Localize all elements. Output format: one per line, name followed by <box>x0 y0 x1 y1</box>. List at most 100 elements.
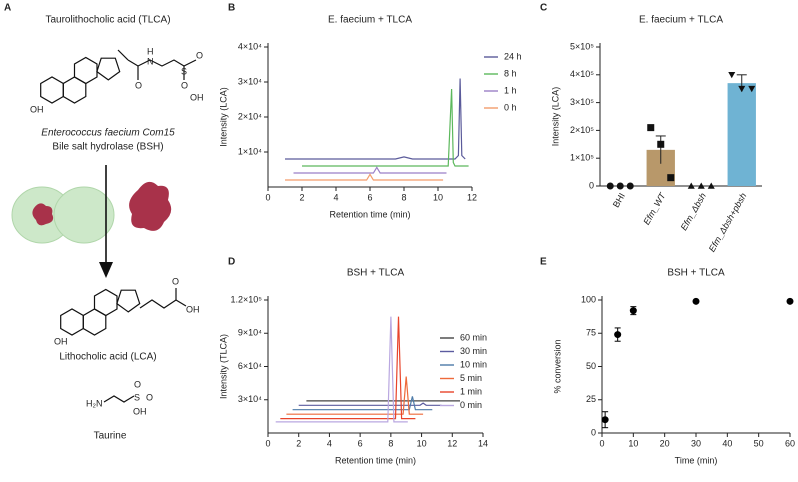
x-tick-label: 20 <box>660 438 670 448</box>
point <box>738 85 746 93</box>
x-tick-label: 2 <box>299 192 304 202</box>
x-tick-label: 12 <box>447 438 457 448</box>
atom: O <box>172 276 179 286</box>
atom: O <box>146 392 153 402</box>
y-tick-label: 3×10⁴ <box>238 76 262 86</box>
atom: O <box>135 80 142 90</box>
point <box>707 182 715 189</box>
x-tick-label: 4 <box>327 438 332 448</box>
panel-label: B <box>228 3 235 14</box>
x-tick-label: Efm_Δbsh+pbsh <box>707 191 749 253</box>
atom: OH <box>54 336 68 346</box>
x-tick-label: 60 <box>785 438 795 448</box>
enzyme: Bile salt hydrolase (BSH) <box>52 142 163 153</box>
y-tick-label: 100 <box>581 294 596 304</box>
legend-label: 0 h <box>504 102 517 112</box>
y-axis-label: Intensity (TLCA) <box>218 334 228 399</box>
cell <box>53 186 115 244</box>
legend-label: 24 h <box>504 51 522 61</box>
atom: O <box>196 50 203 60</box>
legend-label: 0 min <box>460 400 482 410</box>
series-line <box>285 173 444 181</box>
x-tick-label: 10 <box>433 192 443 202</box>
chart-title: E. faecium + TLCA <box>639 15 723 26</box>
legend-label: 1 min <box>460 386 482 396</box>
point <box>687 182 695 189</box>
series-line <box>298 402 442 406</box>
x-tick-label: 10 <box>417 438 427 448</box>
legend-label: 8 h <box>504 68 517 78</box>
y-tick-label: 1.2×10⁵ <box>230 294 262 304</box>
y-axis-label: Intensity (LCA) <box>218 87 228 147</box>
atom: O <box>134 379 141 389</box>
x-axis-label: Time (min) <box>675 455 718 465</box>
chart-title: BSH + TLCA <box>347 268 405 279</box>
point <box>786 297 794 305</box>
x-tick-label: 30 <box>691 438 701 448</box>
enzyme-icon <box>32 203 54 226</box>
legend-label: 30 min <box>460 346 487 356</box>
tlca-structure: OH O H N S O O OH <box>30 46 204 114</box>
bond <box>139 299 177 309</box>
y-tick-label: 5×10⁵ <box>570 41 594 51</box>
ring <box>60 308 84 336</box>
series-line <box>292 396 433 411</box>
bond <box>127 59 185 67</box>
x-tick-label: BHI <box>611 191 627 209</box>
ring <box>40 76 64 104</box>
y-tick-label: 3×10⁴ <box>238 394 262 404</box>
series-line <box>286 376 424 415</box>
x-tick-label: 50 <box>754 438 764 448</box>
point <box>614 331 622 339</box>
arrowhead <box>99 262 113 278</box>
y-tick-label: 25 <box>586 394 596 404</box>
y-tick-label: 1×10⁵ <box>570 153 594 163</box>
ring <box>73 56 98 85</box>
point <box>748 85 756 93</box>
series-line <box>302 88 469 167</box>
y-tick-label: 50 <box>586 361 596 371</box>
atom: S <box>134 392 140 402</box>
point <box>616 182 624 190</box>
point <box>697 182 705 189</box>
atom: H₂N <box>86 398 103 408</box>
bond <box>117 49 129 61</box>
x-tick-label: 14 <box>478 438 488 448</box>
panel-label: E <box>540 257 547 268</box>
x-tick-label: 8 <box>388 438 393 448</box>
x-tick-label: 12 <box>467 192 477 202</box>
y-tick-label: 0 <box>589 180 594 190</box>
x-tick-label: 2 <box>296 438 301 448</box>
point <box>667 174 675 182</box>
x-tick-label: Efm_Δbsh <box>679 191 708 232</box>
series-line <box>293 166 447 174</box>
x-axis-label: Retention time (min) <box>335 455 416 465</box>
atom: OH <box>190 92 204 102</box>
y-tick-label: 1×10⁴ <box>238 146 262 156</box>
x-tick-label: 0 <box>599 438 604 448</box>
panel-label: C <box>540 3 547 14</box>
x-tick-label: 40 <box>722 438 732 448</box>
compound-name: Taurolithocholic acid (TLCA) <box>45 15 170 26</box>
y-axis-label: % conversion <box>552 339 562 393</box>
legend-label: 5 min <box>460 373 482 383</box>
point <box>606 182 614 190</box>
y-axis-label: Intensity (LCA) <box>550 87 560 147</box>
atom: OH <box>186 304 200 314</box>
bar <box>727 83 756 186</box>
legend-label: 1 h <box>504 85 517 95</box>
atom: S <box>181 66 187 76</box>
atom: N <box>147 56 154 66</box>
panel-label: A <box>4 3 11 14</box>
x-tick-label: 10 <box>628 438 638 448</box>
point <box>629 307 637 315</box>
y-tick-label: 6×10⁴ <box>238 361 262 371</box>
point <box>601 416 609 424</box>
x-tick-label: Efm_WT <box>641 190 668 227</box>
series-line <box>275 316 408 423</box>
atom: OH <box>133 406 147 416</box>
bond <box>183 59 197 67</box>
x-tick-label: 4 <box>333 192 338 202</box>
y-tick-label: 2×10⁴ <box>238 111 262 121</box>
